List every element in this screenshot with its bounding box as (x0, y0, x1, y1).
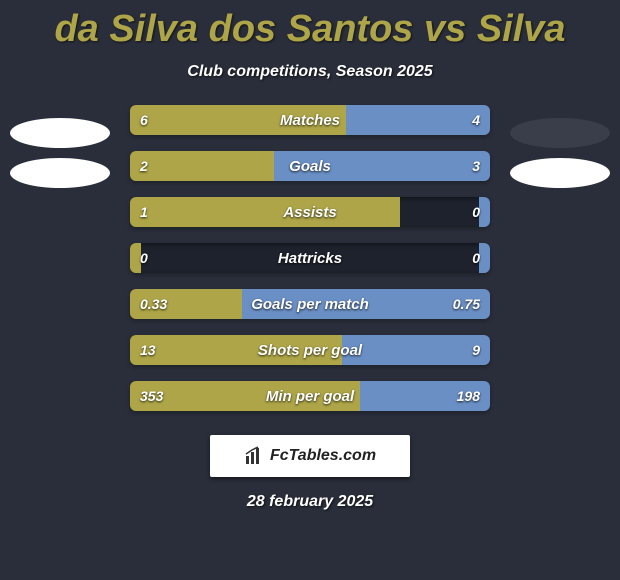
stat-row: 353198Min per goal (130, 381, 490, 411)
stat-label: Goals (130, 151, 490, 181)
stat-row: 23Goals (130, 151, 490, 181)
avatar-shape (510, 118, 610, 148)
comparison-date: 28 february 2025 (0, 493, 620, 511)
avatar-shape (10, 158, 110, 188)
stat-row: 139Shots per goal (130, 335, 490, 365)
stat-label: Goals per match (130, 289, 490, 319)
chart-icon (244, 446, 264, 466)
comparison-title: da Silva dos Santos vs Silva (0, 0, 620, 51)
stat-label: Matches (130, 105, 490, 135)
stat-label: Hattricks (130, 243, 490, 273)
stat-label: Min per goal (130, 381, 490, 411)
stat-row: 0.330.75Goals per match (130, 289, 490, 319)
stat-label: Shots per goal (130, 335, 490, 365)
avatar-shape (510, 158, 610, 188)
stat-label: Assists (130, 197, 490, 227)
branding-text: FcTables.com (270, 447, 376, 465)
stat-row: 64Matches (130, 105, 490, 135)
comparison-subtitle: Club competitions, Season 2025 (0, 63, 620, 81)
stat-row: 00Hattricks (130, 243, 490, 273)
player-left-avatar (10, 118, 110, 188)
stat-row: 10Assists (130, 197, 490, 227)
branding-badge: FcTables.com (210, 435, 410, 477)
avatar-shape (10, 118, 110, 148)
player-right-avatar (510, 118, 610, 188)
stat-bars-container: 64Matches 23Goals 10Assists 00Hattricks 0.33… (130, 105, 490, 411)
